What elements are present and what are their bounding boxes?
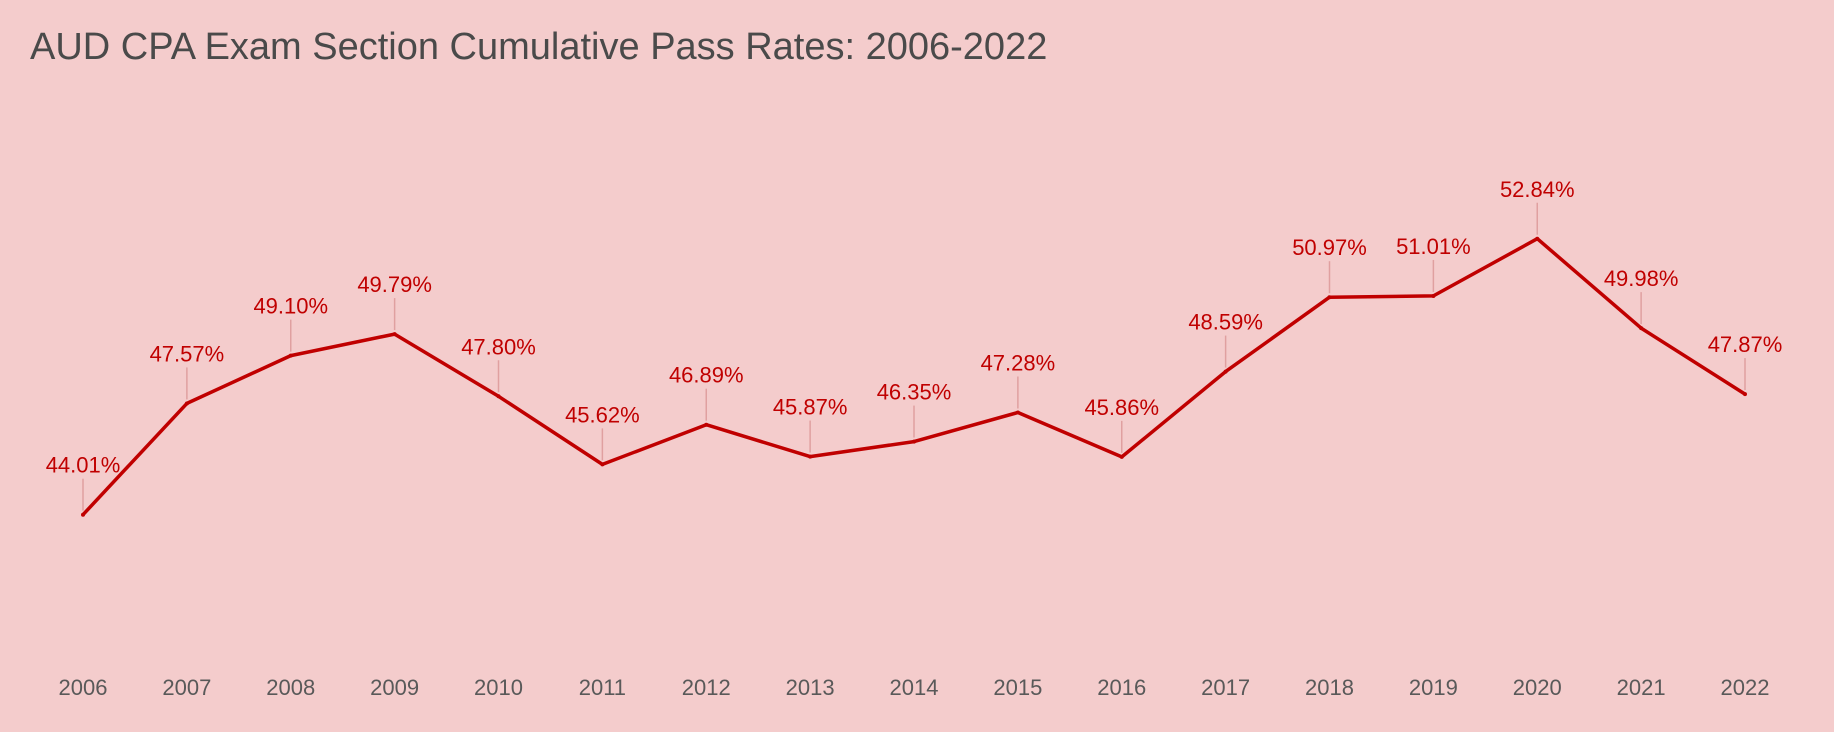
x-tick-label: 2010 <box>474 675 523 700</box>
data-point <box>392 332 397 337</box>
x-tick-label: 2018 <box>1305 675 1354 700</box>
data-point <box>1639 326 1644 331</box>
data-label: 49.79% <box>357 272 432 297</box>
x-tick-label: 2014 <box>890 675 939 700</box>
x-axis-tick-labels: 2006 2007 2008 2009 2010 2011 2012 2013 2014 2015… <box>59 675 1770 700</box>
data-point <box>288 353 293 358</box>
series-layer <box>81 236 1747 517</box>
x-tick-label: 2006 <box>59 675 108 700</box>
x-tick-label: 2009 <box>370 675 419 700</box>
data-label: 47.87% <box>1708 332 1783 357</box>
data-point <box>600 462 605 467</box>
data-labels: 44.01% 47.57% 49.10% 49.79% 47.80% 45.62% 46.8… <box>46 177 1783 478</box>
x-tick-label: 2019 <box>1409 675 1458 700</box>
data-label: 45.87% <box>773 395 848 420</box>
x-tick-label: 2017 <box>1201 675 1250 700</box>
data-point <box>808 454 813 459</box>
data-point <box>184 401 189 406</box>
x-tick-label: 2021 <box>1617 675 1666 700</box>
data-point <box>81 512 85 517</box>
data-point <box>912 439 916 444</box>
data-label: 51.01% <box>1396 234 1471 259</box>
x-tick-label: 2022 <box>1721 675 1770 700</box>
data-point <box>1327 295 1332 300</box>
data-label: 48.59% <box>1188 310 1263 335</box>
data-point <box>1743 392 1747 397</box>
data-point <box>1535 236 1540 241</box>
data-point <box>1119 454 1124 459</box>
x-tick-label: 2008 <box>266 675 315 700</box>
data-point <box>704 422 709 427</box>
data-point <box>1015 410 1020 415</box>
data-point <box>496 394 501 399</box>
data-label: 46.35% <box>877 380 952 405</box>
chart-title: AUD CPA Exam Section Cumulative Pass Rat… <box>30 26 1048 68</box>
data-label: 49.98% <box>1604 266 1679 291</box>
data-label: 45.62% <box>565 402 640 427</box>
data-label: 47.28% <box>981 351 1056 376</box>
data-label: 47.57% <box>150 341 225 366</box>
data-point <box>1223 369 1228 374</box>
x-tick-label: 2016 <box>1097 675 1146 700</box>
data-label: 44.01% <box>46 453 121 478</box>
x-tick-label: 2020 <box>1513 675 1562 700</box>
x-tick-label: 2011 <box>579 675 626 700</box>
data-label: 49.10% <box>253 294 328 319</box>
series-line <box>81 236 1746 516</box>
x-tick-label: 2012 <box>682 675 731 700</box>
data-label: 45.86% <box>1084 395 1159 420</box>
data-point <box>1431 293 1436 298</box>
x-tick-label: 2015 <box>993 675 1042 700</box>
leader-lines <box>82 202 1746 511</box>
data-label: 50.97% <box>1292 235 1367 260</box>
data-label: 46.89% <box>669 363 744 388</box>
data-label: 52.84% <box>1500 177 1575 202</box>
x-tick-label: 2007 <box>162 675 211 700</box>
x-tick-label: 2013 <box>786 675 835 700</box>
data-label: 47.80% <box>461 334 536 359</box>
